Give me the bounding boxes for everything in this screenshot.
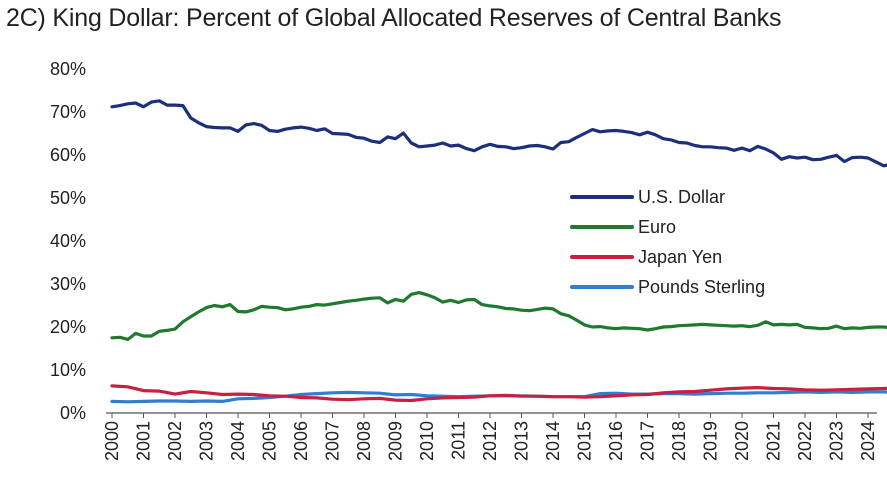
x-tick-label: 2017: [638, 421, 658, 461]
series-line-u-s-dollar: [110, 99, 887, 168]
x-tick-label: 2001: [134, 421, 154, 461]
chart-title: 2C) King Dollar: Percent of Global Alloc…: [6, 4, 782, 32]
y-tick-label: 80%: [50, 59, 86, 79]
x-tick-label: 2000: [102, 421, 122, 461]
legend-label: Euro: [638, 217, 676, 237]
x-tick-label: 2007: [323, 421, 343, 461]
series-line-euro: [110, 291, 887, 342]
x-tick-label: 2020: [732, 421, 752, 461]
y-tick-label: 50%: [50, 188, 86, 208]
x-tick-label: 2012: [480, 421, 500, 461]
x-tick-label: 2024: [858, 421, 878, 461]
x-tick-label: 2005: [260, 421, 280, 461]
x-tick-label: 2008: [354, 421, 374, 461]
x-axis: 2000 2001 2002 2003 2004 2005 2006 2007 2008 2009…: [102, 412, 878, 461]
x-tick-label: 2021: [764, 421, 784, 461]
series-line-japan-yen: [110, 384, 887, 403]
y-tick-label: 70%: [50, 102, 86, 122]
x-tick-label: 2014: [543, 421, 563, 461]
x-tick-label: 2023: [827, 421, 847, 461]
y-axis: 0% 10% 20% 30% 40% 50% 60% 70% 80%: [50, 59, 86, 423]
y-tick-label: 40%: [50, 231, 86, 251]
x-tick-label: 2015: [575, 421, 595, 461]
legend: U.S. Dollar Euro Japan Yen Pounds Sterling: [570, 187, 765, 297]
x-tick-label: 2022: [795, 421, 815, 461]
x-tick-label: 2003: [197, 421, 217, 461]
x-tick-label: 2006: [291, 421, 311, 461]
y-tick-label: 20%: [50, 317, 86, 337]
y-tick-label: 0%: [60, 403, 86, 423]
legend-label: U.S. Dollar: [638, 187, 725, 207]
x-tick-label: 2019: [701, 421, 721, 461]
x-tick-label: 2002: [165, 421, 185, 461]
legend-label: Pounds Sterling: [638, 277, 765, 297]
y-tick-label: 30%: [50, 274, 86, 294]
x-tick-label: 2004: [228, 421, 248, 461]
y-tick-label: 60%: [50, 145, 86, 165]
y-tick-label: 10%: [50, 360, 86, 380]
legend-label: Japan Yen: [638, 247, 722, 267]
series-layer: [110, 99, 887, 404]
x-tick-label: 2013: [512, 421, 532, 461]
x-tick-label: 2018: [669, 421, 689, 461]
x-tick-label: 2010: [417, 421, 437, 461]
x-tick-label: 2009: [386, 421, 406, 461]
x-tick-label: 2011: [449, 421, 469, 460]
x-tick-label: 2016: [606, 421, 626, 461]
